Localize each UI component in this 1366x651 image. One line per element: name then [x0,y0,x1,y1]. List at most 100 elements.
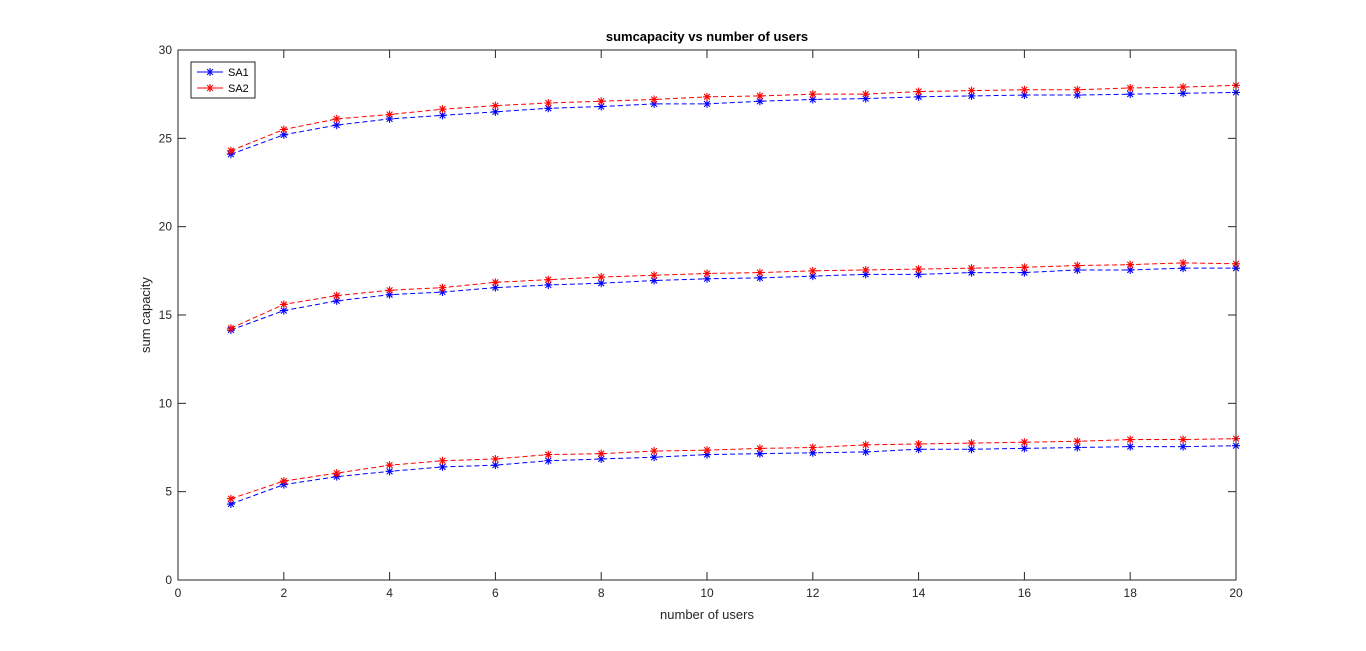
data-point-sa2-mid-2 [279,300,288,309]
data-point-sa1-high-11 [755,97,764,106]
y-tick-label-25: 25 [159,131,173,145]
data-point-sa2-high-5 [438,105,447,114]
data-point-sa2-low-9 [650,447,659,456]
data-point-sa1-high-9 [650,99,659,108]
axes-layer: 0 2 4 6 8 10 12 14 16 18 20 0 5 10 15 20 25 30 [159,43,1243,600]
legend-label-sa2: SA2 [228,83,249,95]
data-point-sa1-high-7 [544,104,553,113]
x-tick-label-6: 6 [492,586,499,600]
series-sa2-high [226,81,1240,155]
data-point-sa2-low-10 [703,446,711,455]
data-point-sa2-low-6 [491,454,500,463]
data-point-sa1-mid-8 [597,279,606,288]
data-point-sa2-mid-3 [332,291,341,300]
data-point-sa1-high-18 [1126,90,1135,99]
data-point-sa1-high-15 [967,91,976,100]
data-point-sa1-mid-11 [755,273,764,282]
data-point-sa2-low-2 [279,477,288,486]
data-point-sa2-low-12 [808,443,817,452]
data-point-sa1-low-6 [491,461,500,470]
chart-title: sumcapacity vs number of users [606,29,808,44]
data-point-sa1-low-9 [650,453,659,462]
data-point-sa1-mid-2 [279,306,288,315]
data-point-sa1-low-10 [703,450,711,459]
plot-area [178,50,1236,580]
x-tick-label-0: 0 [175,586,182,600]
series-sa1-high [226,88,1240,159]
data-point-sa1-mid-19 [1179,264,1188,273]
data-point-sa1-mid-14 [914,270,923,279]
data-point-sa2-low-13 [861,440,870,449]
x-tick-label-14: 14 [912,586,926,600]
data-point-sa1-mid-13 [861,270,870,279]
data-point-sa2-mid-10 [703,269,711,278]
data-point-sa1-low-11 [755,449,764,458]
data-point-sa2-mid-11 [755,268,764,277]
data-point-sa2-low-14 [914,439,923,448]
data-point-sa1-mid-15 [967,268,976,277]
data-point-sa2-high-8 [597,97,606,106]
series-layer [226,81,1240,509]
data-point-sa1-low-8 [597,454,606,463]
data-point-sa1-low-7 [544,456,553,465]
data-point-sa2-low-4 [385,461,394,470]
legend-box [190,61,256,99]
data-point-sa2-mid-19 [1179,258,1188,267]
data-point-sa2-low-1 [226,494,235,503]
data-point-sa2-low-8 [597,449,606,458]
data-point-sa2-mid-7 [544,275,553,284]
legend-marker-sa1 [206,68,214,76]
data-point-sa2-high-2 [279,125,288,134]
data-point-sa2-high-3 [332,114,341,123]
data-point-sa1-high-17 [1073,91,1082,100]
data-point-sa1-mid-6 [491,283,500,292]
data-point-sa2-low-7 [544,450,553,459]
data-point-sa1-low-18 [1126,442,1135,451]
data-point-sa1-high-8 [597,102,606,111]
series-sa1-mid [226,264,1240,335]
data-point-sa1-mid-3 [332,296,341,305]
data-point-sa2-mid-17 [1073,261,1082,270]
series-sa1-low [226,441,1240,509]
data-point-sa2-high-6 [491,101,500,110]
x-tick-label-20: 20 [1229,586,1243,600]
data-point-sa1-low-1 [226,500,235,509]
x-tick-label-16: 16 [1018,586,1032,600]
data-point-sa2-high-12 [808,90,817,99]
data-point-sa1-mid-4 [385,290,394,299]
x-tick-label-18: 18 [1124,586,1138,600]
data-point-sa2-high-15 [967,86,976,95]
data-point-sa2-mid-8 [597,273,606,282]
data-point-sa1-high-16 [1020,91,1029,100]
series-line-sa1-mid [230,267,1236,331]
y-tick-label-5: 5 [165,485,172,499]
data-point-sa2-low-5 [438,456,447,465]
data-point-sa1-high-6 [491,107,500,116]
data-point-sa2-mid-13 [861,265,870,274]
data-point-sa1-high-14 [914,92,923,101]
data-point-sa2-mid-4 [385,286,394,295]
x-tick-label-8: 8 [598,586,605,600]
data-point-sa1-mid-16 [1020,268,1029,277]
series-line-sa2-low [230,438,1237,500]
data-point-sa2-mid-12 [808,266,817,275]
x-tick-label-4: 4 [386,586,393,600]
series-line-sa1-high [230,91,1237,155]
legend-label-sa1: SA1 [228,67,249,79]
data-point-sa2-mid-9 [650,271,659,280]
x-axis-title: number of users [660,607,754,622]
y-tick-label-0: 0 [165,573,172,587]
data-point-sa2-high-16 [1020,85,1029,94]
data-point-sa1-mid-17 [1073,265,1082,274]
data-point-sa2-high-4 [385,110,394,119]
y-tick-label-10: 10 [159,396,173,410]
data-point-sa1-mid-18 [1126,265,1135,274]
data-point-sa2-mid-5 [438,283,447,292]
data-point-sa1-low-13 [861,447,870,456]
data-point-sa2-low-3 [332,469,341,478]
data-point-sa1-high-13 [861,94,870,103]
data-point-sa2-low-18 [1126,435,1135,444]
data-point-sa1-mid-9 [650,276,659,285]
data-point-sa2-low-17 [1073,437,1082,446]
